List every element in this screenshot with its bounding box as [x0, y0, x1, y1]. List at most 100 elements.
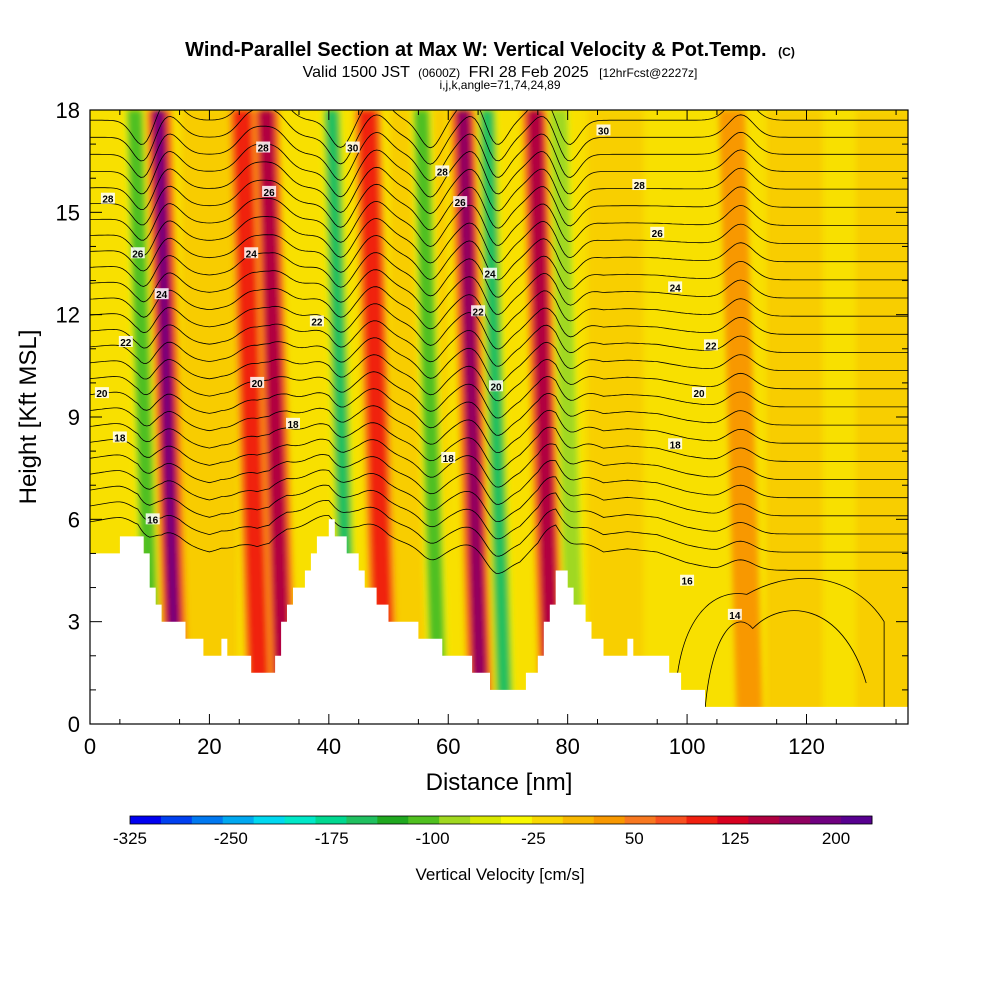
velocity-field — [123, 110, 908, 724]
colorbar-swatch — [562, 816, 595, 824]
title-copyright: (C) — [778, 45, 795, 59]
theta-contour-line — [90, 499, 908, 557]
colorbar-swatch — [531, 816, 564, 824]
svg-text:28: 28 — [258, 144, 270, 155]
theta-contour-label: 24 — [668, 281, 683, 294]
colorbar-tick-label: -325 — [113, 829, 147, 848]
colorbar-swatch — [253, 816, 286, 824]
updraft-band — [718, 110, 763, 724]
svg-text:24: 24 — [246, 249, 258, 260]
y-tick-label: 15 — [56, 200, 80, 225]
svg-text:26: 26 — [132, 249, 144, 260]
theta-contour-label: 26 — [453, 196, 468, 209]
y-tick-label: 18 — [56, 98, 80, 123]
colorbar-swatch — [470, 816, 502, 824]
x-tick-label: 100 — [669, 734, 706, 759]
svg-text:22: 22 — [473, 307, 485, 318]
colorbar-swatch — [284, 816, 316, 824]
svg-text:16: 16 — [682, 577, 694, 588]
theta-contour-line — [90, 354, 908, 402]
plot-area: 28 26 24 22 20 18 16 28 26 24 22 20 18 30 28 26 24 22 20 18… — [90, 110, 908, 724]
x-axis-label: Distance [nm] — [426, 769, 573, 796]
theta-contour-label: 22 — [471, 305, 486, 318]
theta-contour-line — [90, 454, 908, 505]
svg-text:30: 30 — [347, 144, 359, 155]
theta-contour-label: 26 — [130, 247, 145, 260]
colorbar-swatch — [779, 816, 811, 824]
theta-contour-line — [90, 388, 908, 436]
theta-contour-line — [90, 405, 908, 454]
theta-contour-label: 20 — [250, 376, 265, 390]
x-tick-label: 40 — [317, 734, 341, 759]
theta-contour-line — [90, 110, 908, 149]
theta-contour-line — [90, 161, 908, 215]
colorbar-swatch — [748, 816, 780, 824]
title-valid-date: FRI 28 Feb 2025 — [469, 64, 589, 81]
svg-text:22: 22 — [311, 317, 323, 328]
y-axis: 0 3 6 9 12 15 18 — [56, 98, 908, 737]
svg-text:20: 20 — [693, 389, 705, 400]
y-tick-label: 3 — [68, 610, 80, 635]
svg-text:Valid 1500 JST (0600Z): Valid 1500 JST (0600Z) FRI 28 Feb 2025 [… — [303, 64, 698, 81]
theta-contour-label: 22 — [703, 339, 718, 352]
theta-contours — [90, 110, 908, 711]
colorbar-swatch — [439, 816, 471, 824]
theta-contour-label: 16 — [145, 513, 160, 526]
theta-contour-label: 18 — [668, 438, 683, 451]
svg-text:14: 14 — [729, 611, 741, 622]
theta-contour-label: 28 — [632, 179, 647, 192]
y-tick-label: 9 — [68, 405, 80, 430]
svg-text:24: 24 — [156, 290, 168, 301]
theta-contour-line — [90, 125, 908, 182]
theta-contour-label: 16 — [680, 574, 695, 588]
theta-contour-label: 22 — [118, 335, 133, 349]
x-tick-label: 60 — [436, 734, 460, 759]
updraft-band — [358, 110, 395, 724]
svg-text:28: 28 — [437, 167, 449, 178]
downdraft-band — [549, 110, 586, 724]
theta-contour-label: 22 — [309, 315, 324, 328]
theta-contour-line — [90, 484, 908, 540]
y-tick-label: 6 — [68, 507, 80, 532]
terrain-mask — [90, 519, 908, 724]
x-tick-label: 120 — [788, 734, 825, 759]
theta-contour-line — [90, 269, 908, 315]
colorbar-tick-label: 125 — [721, 829, 749, 848]
theta-contour-label: 28 — [100, 192, 115, 206]
theta-contour-line — [90, 469, 908, 523]
colorbar-swatch — [222, 816, 255, 824]
svg-text:Wind-Parallel Section at Max W: Wind-Parallel Section at Max W: Vertical… — [185, 39, 795, 61]
colorbar-swatch — [408, 816, 440, 824]
colorbar-swatch — [717, 816, 749, 824]
theta-contour-labels: 28 26 24 22 20 18 16 28 26 24 22 20 18 30 28 26 24 22 20 18… — [94, 124, 742, 622]
theta-contour-label: 14 — [727, 608, 742, 622]
colorbar-frame — [129, 815, 873, 825]
y-axis-label: Height [Kft MSL] — [15, 330, 42, 505]
x-tick-label: 0 — [84, 734, 96, 759]
theta-contour-line — [90, 515, 908, 574]
colorbar-swatch — [160, 816, 193, 824]
colorbar-swatch — [810, 816, 842, 824]
svg-text:20: 20 — [96, 389, 108, 400]
y-tick-label: 0 — [68, 712, 80, 737]
svg-text:24: 24 — [484, 270, 496, 281]
svg-text:24: 24 — [670, 283, 682, 294]
field-patch — [766, 110, 823, 724]
colorbar-swatch — [346, 816, 378, 824]
svg-text:22: 22 — [705, 341, 717, 352]
svg-text:20: 20 — [252, 379, 264, 390]
theta-contour-label: 20 — [94, 387, 109, 400]
colorbar-swatch — [841, 816, 873, 824]
theta-contour-label: 28 — [435, 165, 450, 178]
title-valid-z: (0600Z) — [418, 66, 460, 80]
downdraft-band — [414, 110, 447, 724]
colorbar-swatch — [686, 816, 718, 824]
x-axis: 0 20 40 60 80 100 120 — [84, 110, 897, 759]
downdraft-band — [482, 110, 510, 724]
theta-contour-label: 20 — [692, 387, 707, 400]
field-patch — [181, 110, 238, 724]
colorbar-swatch — [377, 816, 409, 824]
colorbar-tick-label: -250 — [214, 829, 248, 848]
colorbar-tick-label: -100 — [416, 829, 450, 848]
